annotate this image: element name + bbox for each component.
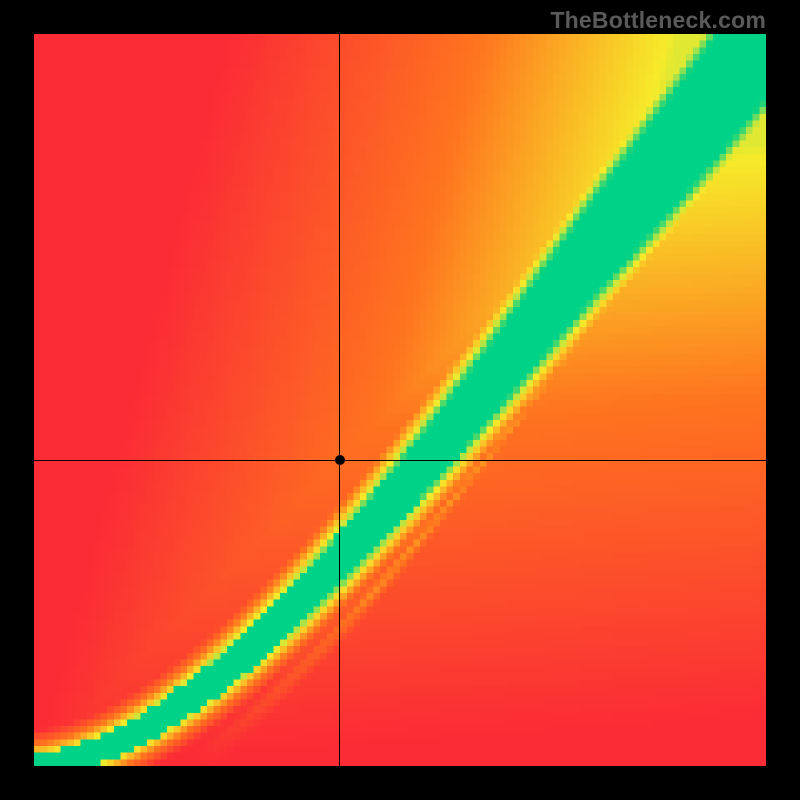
crosshair-horizontal bbox=[34, 460, 766, 461]
bottleneck-heatmap bbox=[34, 34, 766, 766]
operating-point-marker bbox=[335, 455, 345, 465]
watermark-text: TheBottleneck.com bbox=[550, 7, 766, 34]
crosshair-vertical bbox=[339, 34, 340, 766]
chart-stage: TheBottleneck.com bbox=[0, 0, 800, 800]
